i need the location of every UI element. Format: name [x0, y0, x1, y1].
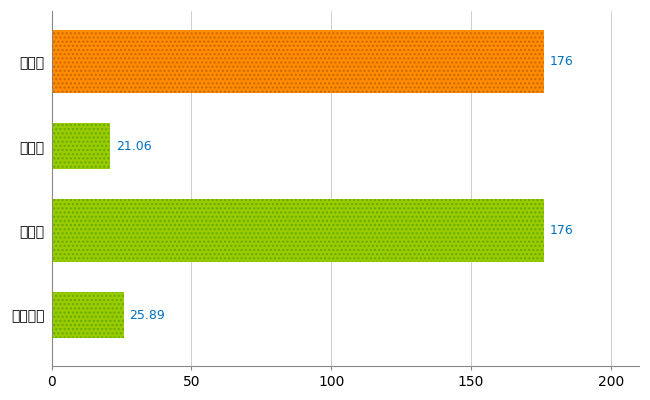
Text: 25.89: 25.89 — [129, 309, 165, 322]
Text: 176: 176 — [549, 55, 573, 68]
Bar — [51, 30, 544, 94]
Bar — [51, 123, 110, 170]
Bar — [51, 199, 544, 262]
Text: 21.06: 21.06 — [116, 140, 151, 153]
Bar — [51, 292, 124, 338]
Bar — [51, 30, 544, 94]
Bar — [51, 292, 124, 338]
Text: 176: 176 — [549, 224, 573, 237]
Bar — [51, 123, 110, 170]
Bar — [51, 199, 544, 262]
